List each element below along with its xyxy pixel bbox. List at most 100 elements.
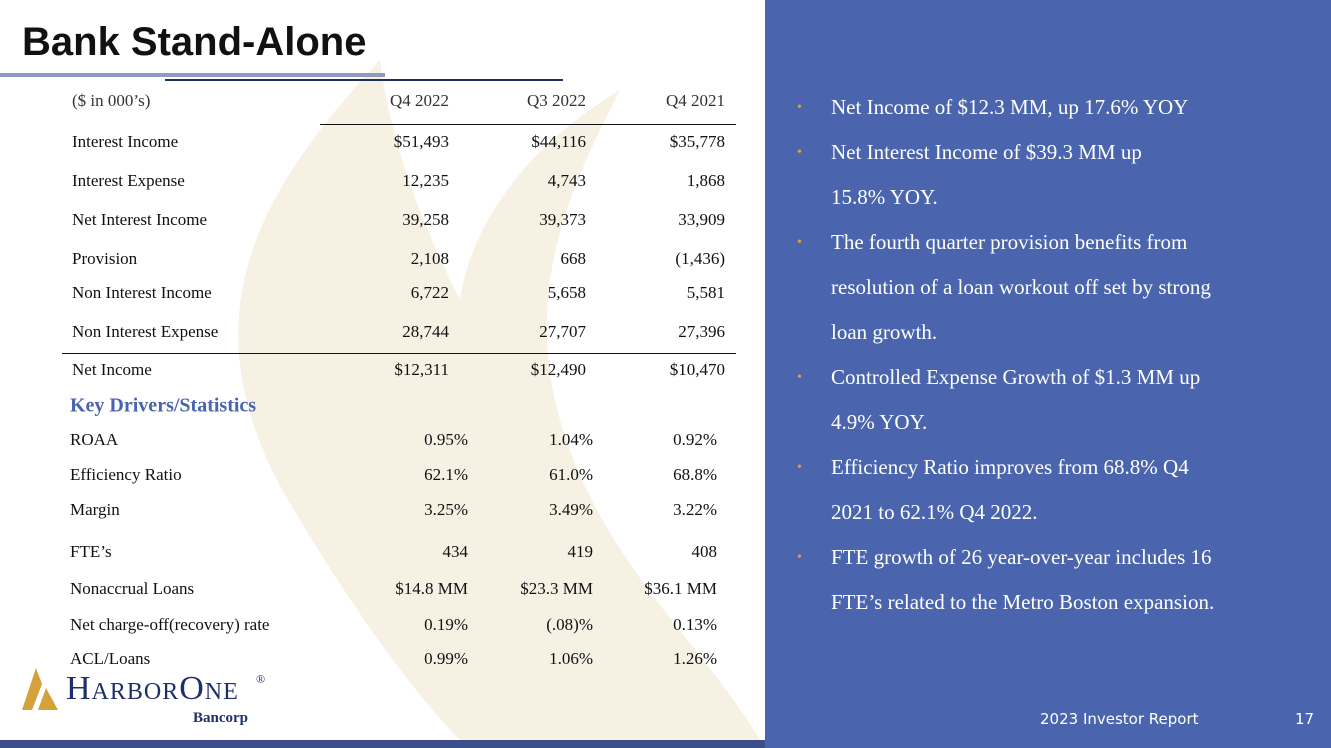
row-value: 33,909 (678, 210, 725, 229)
stat-label: Net charge-off(recovery) rate (70, 615, 270, 634)
bullet-dot: • (797, 550, 802, 565)
section-heading: Key Drivers/Statistics (70, 394, 257, 417)
bullet-line: FTE growth of 26 year-over-year includes… (831, 545, 1212, 569)
row-value: $51,493 (393, 132, 449, 151)
stat-value: $14.8 MM (395, 579, 468, 598)
stat-value: 0.95% (424, 430, 468, 449)
row-value: 668 (560, 249, 587, 268)
bullet-dot: • (797, 235, 802, 250)
row-label: Non Interest Income (72, 283, 212, 302)
title-rule (165, 79, 563, 81)
header-rule (320, 124, 736, 125)
stat-value: 61.0% (549, 465, 593, 484)
row-value: (1,436) (675, 249, 725, 268)
bullet: • FTE growth of 26 year-over-year include… (797, 535, 1317, 625)
bullet-line: Controlled Expense Growth of $1.3 MM up (831, 365, 1201, 389)
bullet: • Net Income of $12.3 MM, up 17.6% YOY (797, 85, 1317, 130)
bullet-line: FTE’s related to the Metro Boston expans… (831, 590, 1215, 614)
row-label: Provision (72, 249, 138, 268)
stat-value: 0.19% (424, 615, 468, 634)
row-value: $12,490 (530, 360, 586, 379)
bullet: • Efficiency Ratio improves from 68.8% Q4… (797, 445, 1317, 535)
stat-value: 62.1% (424, 465, 468, 484)
row-value: 2,108 (410, 249, 449, 268)
row-value: 4,743 (547, 171, 586, 190)
logo-mark: ® (256, 672, 266, 686)
row-value: 1,868 (686, 171, 725, 190)
row-value: $12,311 (394, 360, 449, 379)
stat-value: 419 (567, 542, 594, 561)
row-label: Interest Expense (72, 171, 185, 190)
bottom-bar (0, 740, 765, 748)
bullet-line: 2021 to 62.1% Q4 2022. (831, 500, 1038, 524)
stat-value: 68.8% (673, 465, 717, 484)
bullet-dot: • (797, 145, 802, 160)
page-number: 17 (1295, 710, 1315, 728)
row-value: 5,658 (547, 283, 586, 302)
bullet: • The fourth quarter provision benefits f… (797, 220, 1317, 355)
stat-value: 434 (442, 542, 469, 561)
header-label: ($ in 000’s) (72, 91, 151, 110)
logo-icon (22, 668, 58, 710)
row-value: 12,235 (402, 171, 449, 190)
stat-value: 1.04% (549, 430, 593, 449)
row-value: 39,258 (402, 210, 449, 229)
bullet-line: Efficiency Ratio improves from 68.8% Q4 (831, 455, 1189, 479)
bullet-line: 4.9% YOY. (831, 410, 928, 434)
stat-label: Margin (70, 500, 120, 519)
stat-label: ROAA (70, 430, 119, 449)
stat-value: 3.25% (424, 500, 468, 519)
stat-label: Efficiency Ratio (70, 465, 182, 484)
bullet-line: 15.8% YOY. (831, 185, 938, 209)
logo-sub: Bancorp (193, 710, 249, 726)
row-value: 5,581 (686, 283, 725, 302)
bullet-line: Net Interest Income of $39.3 MM up (831, 140, 1142, 164)
row-value: 6,722 (410, 283, 449, 302)
row-value: 28,744 (402, 322, 449, 341)
row-label: Net Interest Income (72, 210, 207, 229)
row-label: Non Interest Expense (72, 322, 219, 341)
header-value: Q3 2022 (526, 91, 586, 110)
bullet-line: Net Income of $12.3 MM, up 17.6% YOY (831, 95, 1189, 119)
bullet-dot: • (797, 370, 802, 385)
bullet: • Controlled Expense Growth of $1.3 MM up… (797, 355, 1317, 445)
bullet-line: The fourth quarter provision benefits fr… (831, 230, 1188, 254)
bullet: • Net Interest Income of $39.3 MM up 15.8%… (797, 130, 1317, 220)
stat-value: $23.3 MM (520, 579, 593, 598)
row-value: $35,778 (669, 132, 725, 151)
row-value: 39,373 (539, 210, 586, 229)
stat-label: FTE’s (70, 542, 112, 561)
bullet-line: resolution of a loan workout off set by … (831, 275, 1211, 299)
stat-value: 0.92% (673, 430, 717, 449)
bullet-dot: • (797, 460, 802, 475)
logo: HarborOne ® Bancorp (18, 666, 268, 736)
footer-report: 2023 Investor Report (1040, 710, 1199, 728)
total-rule (62, 353, 736, 354)
logo-name: HarborOne (66, 670, 239, 707)
stat-value: (.08)% (546, 615, 593, 634)
row-label: Net Income (72, 360, 152, 379)
header-value: Q4 2022 (389, 91, 449, 110)
stat-value: 0.13% (673, 615, 717, 634)
row-value: 27,396 (678, 322, 725, 341)
bullet-dot: • (797, 100, 802, 115)
stat-value: 3.49% (549, 500, 593, 519)
bullet-line: loan growth. (831, 320, 938, 344)
stat-value: 1.06% (549, 649, 593, 668)
stat-value: 1.26% (673, 649, 717, 668)
row-value: 27,707 (539, 322, 586, 341)
slide-title: Bank Stand-Alone (22, 20, 367, 64)
stat-value: 0.99% (424, 649, 468, 668)
stat-label: Nonaccrual Loans (70, 579, 195, 598)
stat-value: $36.1 MM (644, 579, 717, 598)
title-rule (0, 73, 385, 77)
stat-label: ACL/Loans (70, 649, 151, 668)
background-flame (238, 60, 760, 740)
stat-value: 408 (691, 542, 718, 561)
row-label: Interest Income (72, 132, 179, 151)
stat-value: 3.22% (673, 500, 717, 519)
right-panel (765, 0, 1331, 748)
row-value: $10,470 (669, 360, 725, 379)
row-value: $44,116 (531, 132, 586, 151)
